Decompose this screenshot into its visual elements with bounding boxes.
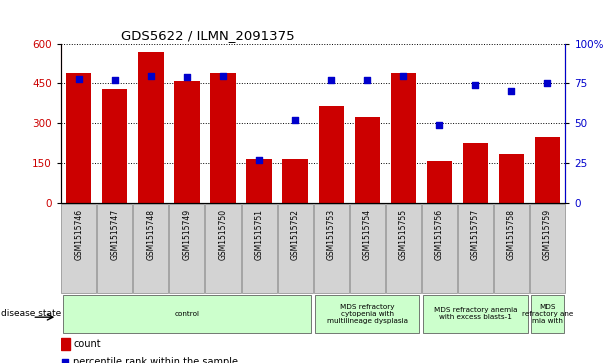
Bar: [319, 106, 344, 203]
Text: MDS refractory anemia
with excess blasts-1: MDS refractory anemia with excess blasts…: [434, 307, 517, 321]
FancyBboxPatch shape: [385, 204, 421, 293]
Text: percentile rank within the sample: percentile rank within the sample: [74, 357, 238, 363]
FancyBboxPatch shape: [63, 295, 311, 333]
Text: GSM1515751: GSM1515751: [255, 209, 263, 260]
Point: [146, 73, 156, 78]
Bar: [427, 161, 452, 203]
FancyBboxPatch shape: [423, 295, 528, 333]
Bar: [246, 159, 272, 203]
Bar: [174, 81, 199, 203]
Text: GSM1515748: GSM1515748: [147, 209, 156, 260]
FancyBboxPatch shape: [458, 204, 493, 293]
Text: disease state: disease state: [1, 310, 61, 318]
Bar: [66, 73, 91, 203]
Point: [290, 117, 300, 123]
Bar: [535, 137, 560, 203]
Text: GSM1515758: GSM1515758: [507, 209, 516, 260]
FancyBboxPatch shape: [170, 204, 204, 293]
Point: [506, 89, 516, 94]
Bar: [283, 159, 308, 203]
FancyBboxPatch shape: [61, 204, 96, 293]
Text: GSM1515746: GSM1515746: [74, 209, 83, 260]
Text: GDS5622 / ILMN_2091375: GDS5622 / ILMN_2091375: [122, 29, 295, 42]
FancyBboxPatch shape: [494, 204, 529, 293]
FancyBboxPatch shape: [206, 204, 241, 293]
FancyBboxPatch shape: [133, 204, 168, 293]
Text: GSM1515747: GSM1515747: [111, 209, 119, 260]
Text: GSM1515749: GSM1515749: [182, 209, 192, 260]
Point: [398, 73, 408, 78]
Text: MDS refractory
cytopenia with
multilineage dysplasia: MDS refractory cytopenia with multilinea…: [326, 304, 408, 324]
Text: GSM1515752: GSM1515752: [291, 209, 300, 260]
Text: GSM1515754: GSM1515754: [363, 209, 371, 260]
Point: [254, 157, 264, 163]
Bar: [499, 154, 524, 203]
Point: [350, 277, 359, 282]
Text: GSM1515757: GSM1515757: [471, 209, 480, 260]
Bar: [354, 117, 380, 203]
Text: GSM1515759: GSM1515759: [543, 209, 552, 260]
Point: [435, 122, 444, 128]
FancyBboxPatch shape: [314, 204, 348, 293]
Text: GSM1515755: GSM1515755: [399, 209, 408, 260]
Text: control: control: [174, 311, 199, 317]
Point: [542, 81, 552, 86]
Point: [326, 77, 336, 83]
Bar: [463, 143, 488, 203]
Bar: [102, 89, 128, 203]
Point: [218, 73, 228, 78]
FancyBboxPatch shape: [350, 204, 385, 293]
Point: [110, 77, 120, 83]
Bar: [390, 73, 416, 203]
Point: [182, 74, 192, 80]
FancyBboxPatch shape: [97, 204, 133, 293]
Bar: [210, 73, 236, 203]
Text: count: count: [74, 339, 101, 349]
Bar: [138, 52, 164, 203]
Point: [471, 82, 480, 88]
FancyBboxPatch shape: [530, 204, 565, 293]
FancyBboxPatch shape: [278, 204, 313, 293]
FancyBboxPatch shape: [241, 204, 277, 293]
Point: [74, 76, 84, 82]
Text: GSM1515756: GSM1515756: [435, 209, 444, 260]
Bar: [61, 338, 70, 350]
FancyBboxPatch shape: [531, 295, 564, 333]
FancyBboxPatch shape: [315, 295, 420, 333]
Text: GSM1515750: GSM1515750: [218, 209, 227, 260]
FancyBboxPatch shape: [422, 204, 457, 293]
Text: GSM1515753: GSM1515753: [326, 209, 336, 260]
Point: [362, 77, 372, 83]
Text: MDS
refractory ane
mia with: MDS refractory ane mia with: [522, 304, 573, 324]
